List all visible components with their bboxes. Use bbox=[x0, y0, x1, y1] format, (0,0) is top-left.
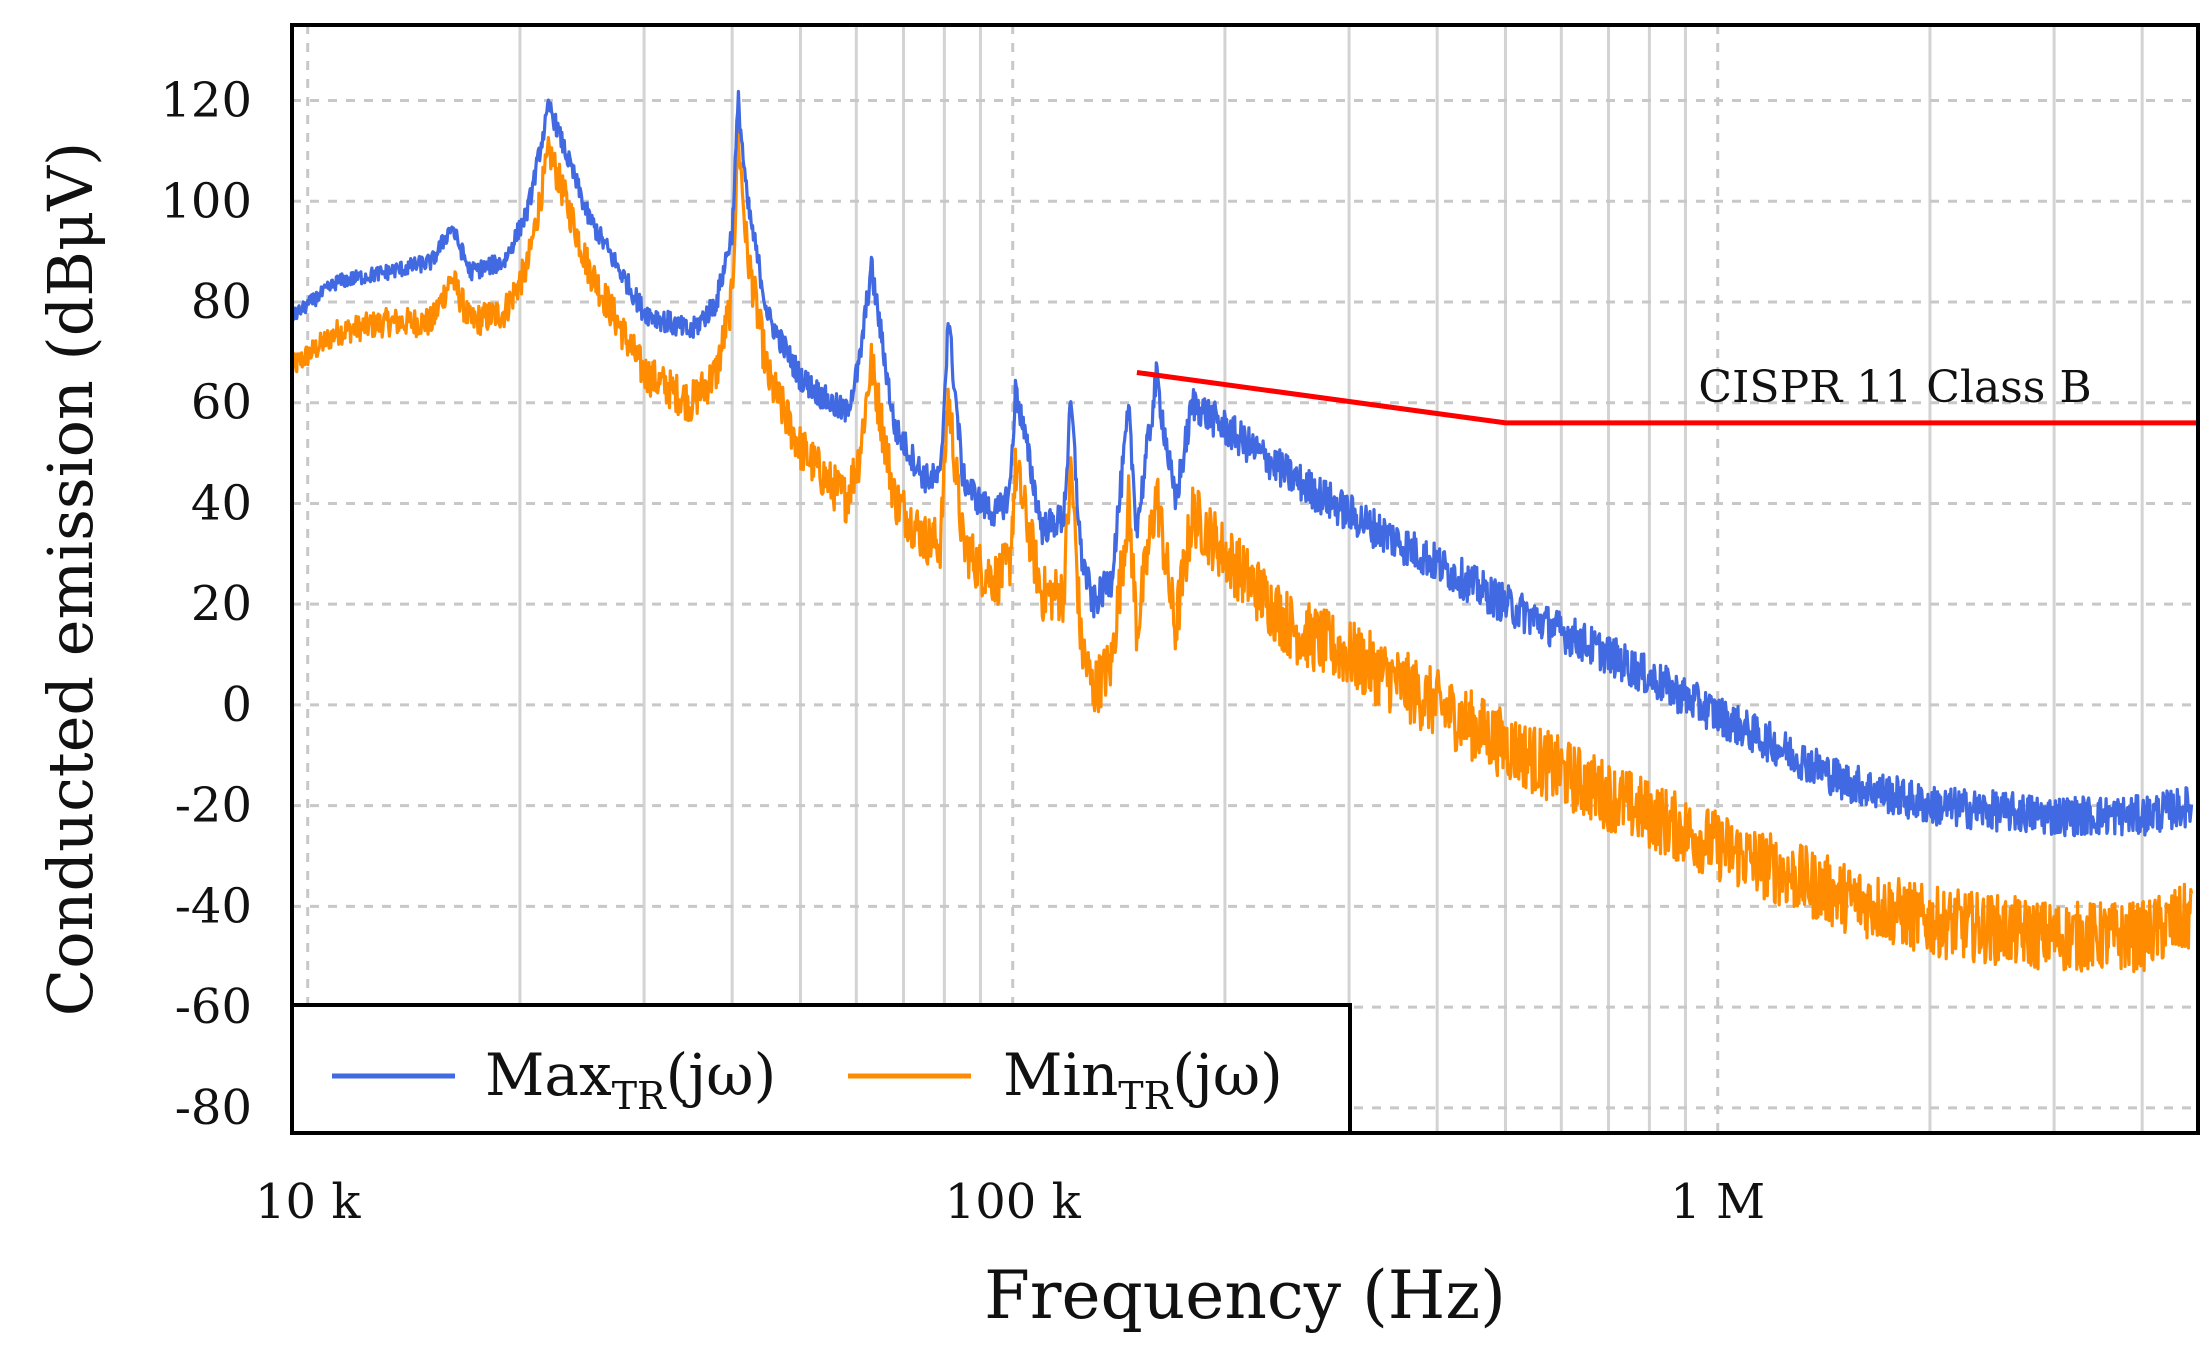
y-tick-label: 100 bbox=[160, 173, 252, 229]
y-tick-label: -80 bbox=[175, 1080, 252, 1136]
max-series-line bbox=[292, 89, 2194, 838]
cispr-label: CISPR 11 Class B bbox=[1698, 362, 2091, 413]
plot-area bbox=[292, 89, 2198, 974]
min-series-line bbox=[292, 127, 2194, 974]
legend-label-min: MinTR(jω) bbox=[1003, 1041, 1283, 1118]
x-tick-label: 1 M bbox=[1670, 1174, 1765, 1230]
y-tick-label: 20 bbox=[191, 576, 252, 632]
y-tick-label: 0 bbox=[221, 677, 252, 733]
legend-box bbox=[290, 1003, 1352, 1135]
y-axis-label: Conducted emission (dBμV) bbox=[34, 142, 107, 1016]
y-tick-label: 40 bbox=[191, 475, 252, 531]
y-tick-label: -60 bbox=[175, 979, 252, 1035]
y-tick-label: -40 bbox=[175, 878, 252, 934]
y-tick-label: -20 bbox=[175, 778, 252, 834]
legend: MaxTR(jω) MinTR(jω) bbox=[290, 1003, 1352, 1135]
x-tick-label: 100 k bbox=[945, 1174, 1082, 1230]
grid-lines bbox=[292, 25, 2198, 1133]
legend-label-max: MaxTR(jω) bbox=[485, 1041, 776, 1118]
y-tick-label: 80 bbox=[191, 274, 252, 330]
x-tick-label: 10 k bbox=[255, 1174, 361, 1230]
y-tick-label: 60 bbox=[191, 375, 252, 431]
cispr-limit-line bbox=[1136, 370, 2198, 426]
y-tick-label: 120 bbox=[160, 73, 252, 129]
x-axis-label: Frequency (Hz) bbox=[984, 1257, 1506, 1334]
